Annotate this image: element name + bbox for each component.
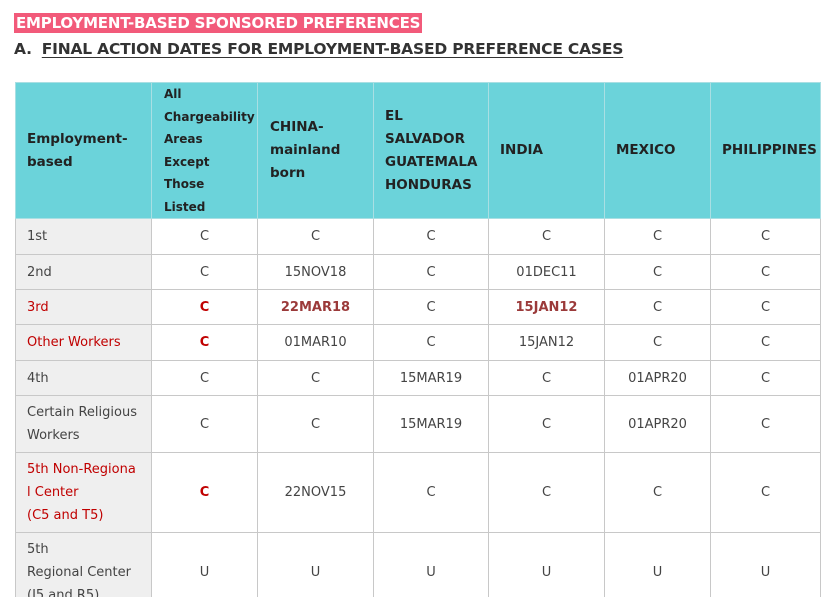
table-cell: 01DEC11 — [488, 254, 605, 290]
row-label: 1st — [15, 218, 152, 255]
table-cell: C — [373, 452, 489, 533]
table-cell: 22MAR18 — [257, 289, 374, 325]
table-cell: C — [488, 452, 605, 533]
table-cell: C — [710, 360, 821, 396]
table-row: 5th Regional Center (I5 and R5) U U U U … — [15, 532, 821, 597]
table-cell: 15JAN12 — [488, 324, 605, 361]
header-row: Employment- based All Chargeability Area… — [15, 82, 821, 219]
row-label: 2nd — [15, 254, 152, 290]
table-cell: C — [604, 289, 711, 325]
table-cell: C — [151, 254, 258, 290]
table-cell: 22NOV15 — [257, 452, 374, 533]
table-cell: C — [151, 289, 258, 325]
table-cell: C — [488, 218, 605, 255]
table-cell: C — [710, 254, 821, 290]
header-philippines: PHILIPPINES — [710, 82, 821, 219]
table-row: Other Workers C 01MAR10 C 15JAN12 C C — [15, 324, 821, 361]
row-label: 5th Regional Center (I5 and R5) — [15, 532, 152, 597]
table-cell: C — [373, 254, 489, 290]
table-cell: 15NOV18 — [257, 254, 374, 290]
table-cell: C — [373, 218, 489, 255]
table-cell: C — [257, 360, 374, 396]
section-banner: EMPLOYMENT-BASED SPONSORED PREFERENCES — [14, 13, 423, 33]
table-row: 3rd C 22MAR18 C 15JAN12 C C — [15, 289, 821, 325]
table-cell: C — [151, 218, 258, 255]
row-label: Other Workers — [15, 324, 152, 361]
header-china: CHINA- mainland born — [257, 82, 374, 219]
row-label: Certain Religious Workers — [15, 395, 152, 453]
table-cell: C — [151, 324, 258, 361]
table-cell: C — [373, 289, 489, 325]
table-cell: C — [710, 395, 821, 453]
table-cell: C — [710, 324, 821, 361]
table-cell: U — [151, 532, 258, 597]
table-cell: C — [604, 324, 711, 361]
table-cell: C — [604, 452, 711, 533]
table-cell: C — [257, 218, 374, 255]
row-label: 5th Non-Regiona l Center (C5 and T5) — [15, 452, 152, 533]
header-el-salvador: EL SALVADOR GUATEMALA HONDURAS — [373, 82, 489, 219]
subtitle-letter: A. — [14, 40, 32, 58]
table-cell: C — [488, 395, 605, 453]
header-india: INDIA — [488, 82, 605, 219]
table-cell: 15JAN12 — [488, 289, 605, 325]
table-cell: U — [488, 532, 605, 597]
table-cell: U — [373, 532, 489, 597]
row-label: 4th — [15, 360, 152, 396]
table-row: 1st C C C C C C — [15, 218, 821, 255]
table-cell: C — [710, 452, 821, 533]
table-cell: C — [151, 360, 258, 396]
table-cell: U — [710, 532, 821, 597]
subtitle-text: FINAL ACTION DATES FOR EMPLOYMENT-BASED … — [41, 40, 624, 58]
section-subtitle: A. FINAL ACTION DATES FOR EMPLOYMENT-BASE… — [14, 40, 623, 58]
table-cell: 15MAR19 — [373, 395, 489, 453]
table-cell: C — [604, 218, 711, 255]
table-cell: C — [257, 395, 374, 453]
table-cell: U — [604, 532, 711, 597]
table-cell: 01APR20 — [604, 395, 711, 453]
table-cell: 01APR20 — [604, 360, 711, 396]
table-row: 4th C C 15MAR19 C 01APR20 C — [15, 360, 821, 396]
table-row: 5th Non-Regiona l Center (C5 and T5) C 2… — [15, 452, 821, 533]
table-cell: C — [151, 395, 258, 453]
table-cell: 15MAR19 — [373, 360, 489, 396]
table-cell: C — [488, 360, 605, 396]
header-employment-based: Employment- based — [15, 82, 152, 219]
table-cell: C — [710, 218, 821, 255]
table-cell: C — [373, 324, 489, 361]
header-all-chargeability: All Chargeability Areas Except Those Lis… — [151, 82, 258, 219]
table-cell: U — [257, 532, 374, 597]
table-cell: C — [710, 289, 821, 325]
table-cell: C — [604, 254, 711, 290]
final-action-dates-table: Employment- based All Chargeability Area… — [15, 82, 821, 597]
table-cell: C — [151, 452, 258, 533]
table-cell: 01MAR10 — [257, 324, 374, 361]
row-label: 3rd — [15, 289, 152, 325]
table-row: 2nd C 15NOV18 C 01DEC11 C C — [15, 254, 821, 290]
header-mexico: MEXICO — [604, 82, 711, 219]
table-row: Certain Religious Workers C C 15MAR19 C … — [15, 395, 821, 453]
